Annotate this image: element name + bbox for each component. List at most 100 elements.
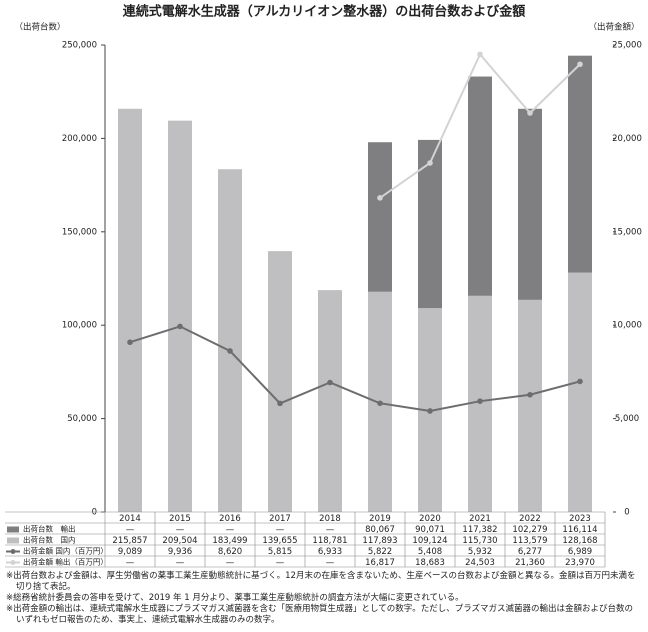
bar [268, 251, 292, 513]
marker [477, 398, 483, 404]
marker [127, 339, 133, 346]
table-cell: 215,857 [112, 536, 147, 546]
x-tick-label: 2023 [569, 514, 591, 524]
marker [427, 160, 433, 166]
y2-tick-label: 10,000 [612, 321, 642, 331]
table-cell: 113,579 [512, 536, 547, 546]
table-cell: 5,408 [418, 547, 442, 557]
x-tick-label: 2022 [519, 514, 541, 524]
table-cell: 16,817 [365, 558, 395, 568]
table-cell: — [326, 525, 335, 535]
table-cell: 21,360 [515, 558, 545, 568]
table-cell: — [226, 558, 235, 568]
table-cell: 5,815 [268, 547, 292, 557]
table-cell: 24,503 [465, 558, 495, 568]
legend-label: 出荷台数 国内 [23, 535, 76, 545]
bar [118, 108, 142, 513]
table-cell: 5,822 [368, 547, 392, 557]
notes: ※出荷台数および金額は、厚生労働省の薬事工業生産動態統計に基づく。12月末の在庫… [6, 571, 636, 626]
marker [427, 408, 433, 414]
legend-label: 出荷金額 輸出（百万円） [23, 557, 108, 567]
bar [518, 299, 542, 512]
marker [177, 323, 183, 330]
legend-swatch [7, 526, 19, 533]
table-cell: 9,936 [168, 547, 192, 557]
marker [527, 391, 533, 398]
table-cell: 8,620 [218, 547, 242, 557]
bar [468, 76, 492, 296]
marker [577, 378, 583, 385]
x-tick-label: 2016 [219, 514, 241, 524]
table-cell: 9,089 [118, 547, 142, 557]
legend-label: 出荷金額 国内（百万円） [23, 546, 108, 556]
y-tick-label: 150,000 [62, 227, 97, 237]
note: ※出荷台数および金額は、厚生労働省の薬事工業生産動態統計に基づく。12月末の在庫… [6, 571, 636, 592]
legend-swatch [10, 549, 16, 554]
marker [377, 400, 383, 407]
y2-tick-label: 5,000 [615, 414, 639, 424]
y2-axis-label: （出荷金額） [588, 22, 639, 33]
table-cell: — [176, 558, 185, 568]
marker [527, 110, 533, 116]
table-cell: 117,893 [362, 536, 397, 546]
marker [577, 61, 583, 68]
legend-swatch [7, 537, 19, 544]
bar [518, 108, 542, 300]
table-cell: 6,277 [518, 547, 542, 557]
x-tick-label: 2017 [269, 514, 291, 524]
table-cell: 209,504 [162, 536, 197, 546]
table-cell: 128,168 [562, 536, 597, 546]
table-cell: — [226, 525, 235, 535]
table-cell: 18,683 [415, 558, 445, 568]
bar [318, 290, 342, 512]
table-cell: 118,781 [312, 536, 347, 546]
table-cell: — [276, 558, 285, 568]
table-cell: 115,730 [462, 536, 497, 546]
table-cell: — [126, 558, 135, 568]
table-cell: 183,499 [212, 536, 247, 546]
note: ※総務省統計委員会の答申を受けて、2019 年 1 月分より、薬事工業生産動態統… [6, 593, 464, 603]
table-cell: — [326, 558, 335, 568]
bar [368, 142, 392, 292]
bar [568, 55, 592, 273]
table-cell: 23,970 [565, 558, 595, 568]
y2-tick-label: 25,000 [612, 41, 642, 51]
bar [218, 169, 242, 512]
marker [377, 195, 383, 201]
table-cell: — [176, 525, 185, 535]
y-tick-label: 50,000 [67, 414, 97, 424]
table-cell: 6,989 [568, 547, 592, 557]
chart-title: 連続式電解水生成器（アルカリイオン整水器）の出荷台数および金額 [123, 4, 525, 20]
x-tick-label: 2015 [169, 514, 191, 524]
y-tick-label: 100,000 [62, 321, 97, 331]
x-tick-label: 2014 [119, 514, 141, 524]
y-tick-label: 250,000 [62, 41, 97, 51]
y-tick-label: 200,000 [62, 134, 97, 144]
y2-tick-label: 15,000 [612, 227, 642, 237]
x-tick-label: 2020 [419, 514, 441, 524]
table-cell: 90,071 [415, 525, 445, 535]
x-tick-label: 2018 [319, 514, 341, 524]
bar [168, 120, 192, 512]
legend-swatch [10, 560, 16, 565]
marker [327, 379, 333, 386]
table-cell: 109,124 [412, 536, 447, 546]
bar [568, 272, 592, 512]
y-tick-label: 0 [92, 508, 97, 518]
marker [227, 348, 233, 354]
table-cell: — [126, 525, 135, 535]
note: ※出荷金額の輸出は、連続式電解水生成器にプラズマガス滅菌器を含む「医療用物質生成… [6, 604, 634, 625]
legend-label: 出荷台数 輸出 [23, 524, 76, 534]
x-tick-label: 2019 [369, 514, 391, 524]
marker [477, 51, 483, 58]
y-axis-label: （出荷台数） [14, 22, 65, 33]
table-cell: 6,933 [318, 547, 342, 557]
table-cell: 80,067 [365, 525, 395, 535]
y2-tick-label: 20,000 [612, 134, 642, 144]
line [129, 325, 581, 412]
table-cell: 116,114 [562, 525, 597, 535]
table-cell: 139,655 [262, 536, 297, 546]
table-cell: 5,932 [468, 547, 492, 557]
marker [277, 400, 283, 407]
